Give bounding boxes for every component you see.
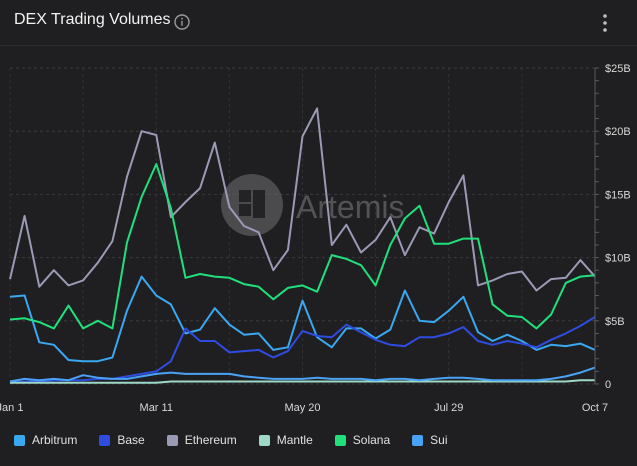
y-tick-label: $5B	[605, 316, 625, 328]
x-tick-label: May 20	[284, 402, 320, 414]
legend-label: Ethereum	[184, 433, 237, 447]
legend-label: Arbitrum	[32, 433, 78, 447]
legend-item-base[interactable]: Base	[99, 430, 145, 450]
series-line-mantle[interactable]	[10, 379, 595, 384]
legend-swatch	[166, 434, 178, 446]
chart-header: DEX Trading Volumes	[0, 0, 637, 46]
x-tick-label: Oct 7	[582, 402, 608, 414]
legend-label: Mantle	[276, 433, 313, 447]
y-tick-label: $10B	[605, 253, 631, 265]
legend-swatch	[258, 434, 270, 446]
y-tick-label: $15B	[605, 189, 631, 201]
legend-swatch	[412, 434, 424, 446]
x-tick-label: Jan 1	[0, 402, 23, 414]
legend-item-sui[interactable]: Sui	[412, 430, 447, 450]
info-icon[interactable]	[174, 14, 190, 30]
legend-item-solana[interactable]: Solana	[334, 430, 391, 450]
series-line-arbitrum[interactable]	[9, 275, 596, 363]
x-tick-label: Jul 29	[434, 402, 463, 414]
chart-legend: Arbitrum Base Ethereum Mantle Solana Sui	[14, 430, 469, 450]
legend-swatch	[14, 434, 25, 446]
legend-label: Sui	[430, 433, 448, 447]
legend-item-arbitrum[interactable]: Arbitrum	[14, 430, 77, 450]
legend-item-ethereum[interactable]: Ethereum	[166, 430, 237, 450]
y-tick-label: $20B	[605, 126, 631, 138]
legend-item-mantle[interactable]: Mantle	[258, 430, 313, 450]
legend-swatch	[99, 434, 111, 446]
legend-label: Solana	[352, 433, 391, 447]
y-tick-label: 0	[605, 379, 611, 391]
legend-label: Base	[117, 433, 145, 447]
more-vertical-icon[interactable]	[596, 12, 614, 34]
line-chart: Artemis 0 $5B $10B $15B $20B $25B Jan 1 Mar 11 M…	[0, 63, 631, 414]
series-line-sui[interactable]	[9, 366, 596, 383]
chart-title: DEX Trading Volumes	[14, 11, 171, 28]
x-tick-label: Mar 11	[140, 402, 173, 414]
watermark-text: Artemis	[296, 189, 404, 225]
y-tick-label: $25B	[605, 63, 631, 75]
series-line-ethereum[interactable]	[9, 107, 596, 292]
series-line-solana[interactable]	[9, 163, 596, 330]
artemis-watermark: Artemis	[221, 174, 404, 236]
legend-swatch	[334, 434, 346, 446]
header-divider	[0, 45, 637, 46]
